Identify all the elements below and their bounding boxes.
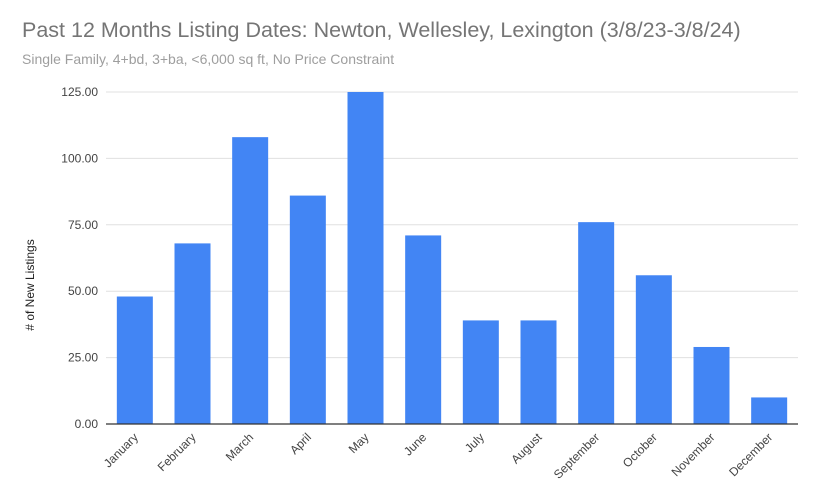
x-tick-label: February: [155, 430, 199, 474]
gridlines: [106, 91, 798, 359]
y-tick-label: 25.00: [68, 351, 98, 365]
x-tick-label: July: [462, 430, 487, 455]
y-tick-label: 125.00: [61, 85, 98, 99]
y-tick-label: 50.00: [68, 284, 98, 298]
y-tick-label: 0.00: [75, 417, 99, 431]
x-axis-ticks: January February March April May June July Augu…: [101, 430, 775, 482]
bar-july: [462, 320, 499, 424]
x-tick-label: October: [620, 430, 660, 470]
x-tick-label: August: [508, 430, 545, 467]
y-tick-label: 100.00: [61, 151, 98, 165]
bar-august: [520, 320, 557, 424]
x-tick-label: September: [551, 430, 602, 481]
y-axis-ticks: 0.00 25.00 50.00 75.00 100.00 125.00: [61, 85, 98, 431]
x-tick-label: March: [223, 430, 256, 463]
chart-title: Past 12 Months Listing Dates: Newton, We…: [22, 18, 741, 42]
bars: [116, 92, 788, 425]
y-axis-label: # of New Listings: [23, 239, 37, 330]
x-tick-label: June: [401, 430, 430, 459]
x-tick-label: April: [287, 430, 314, 457]
bar-april: [289, 195, 326, 424]
x-tick-label: November: [669, 430, 718, 479]
x-tick-label: January: [101, 430, 141, 470]
bar-may: [347, 92, 384, 424]
x-tick-label: December: [726, 430, 775, 479]
bar-september: [578, 222, 615, 424]
y-tick-label: 75.00: [68, 218, 98, 232]
chart-subtitle: Single Family, 4+bd, 3+ba, <6,000 sq ft,…: [22, 51, 395, 67]
bar-june: [405, 235, 442, 424]
bar-february: [174, 243, 211, 424]
bar-march: [232, 137, 269, 425]
bar-january: [116, 296, 153, 424]
bar-october: [635, 275, 672, 424]
bar-december: [751, 397, 788, 424]
x-tick-label: May: [346, 430, 372, 456]
bar-november: [693, 346, 730, 424]
